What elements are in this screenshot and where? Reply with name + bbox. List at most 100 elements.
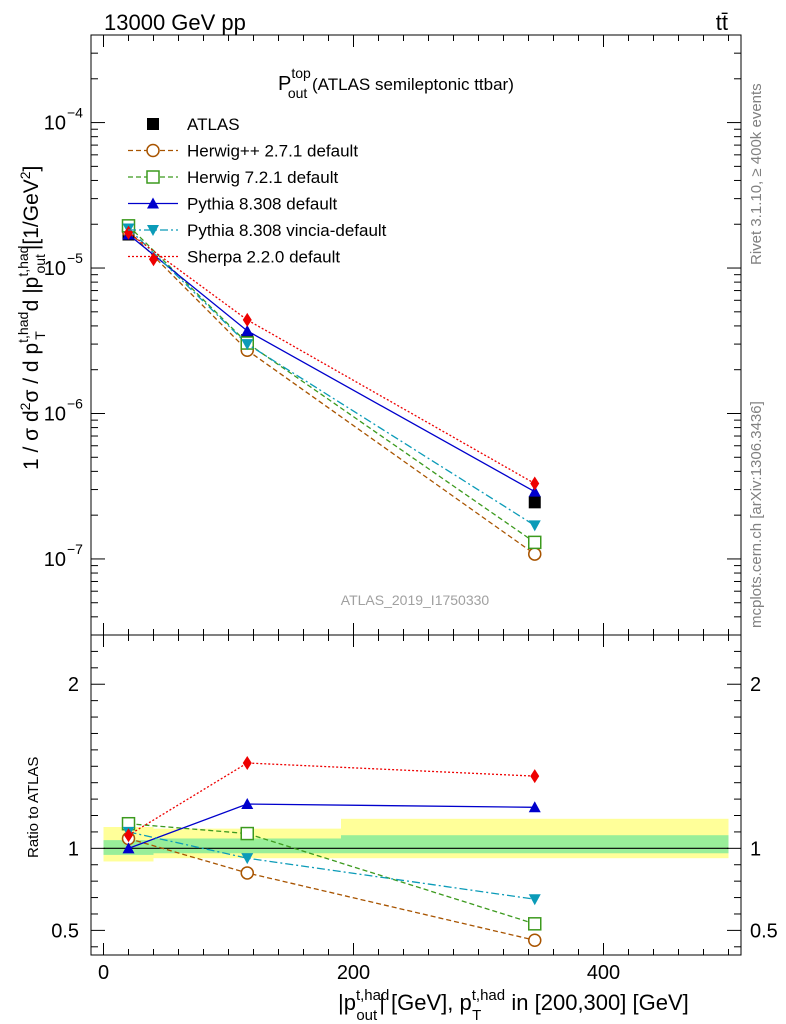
uncertainty-band-inner bbox=[341, 835, 729, 854]
x-tick-label: 200 bbox=[337, 962, 370, 984]
data-point bbox=[528, 520, 541, 532]
y-tick-base: 10 bbox=[44, 113, 66, 135]
y-tick-base: 10 bbox=[44, 403, 66, 425]
legend-marker bbox=[147, 118, 159, 130]
plot-title-main: P bbox=[278, 73, 291, 95]
ratio-point bbox=[528, 917, 542, 931]
series-1 bbox=[121, 224, 542, 561]
ratio-frame bbox=[90, 634, 742, 956]
y-tick-exponent: −4 bbox=[67, 105, 83, 121]
y-axis-label-part: 2 bbox=[17, 402, 33, 410]
plot-title-sup: top bbox=[291, 65, 311, 81]
x-axis-label-part: in [200,300] [GeV] bbox=[505, 990, 688, 1015]
process-label: tt̄ bbox=[716, 10, 728, 35]
legend-marker bbox=[146, 143, 160, 158]
data-point bbox=[242, 312, 252, 327]
legend-label: Sherpa 2.2.0 default bbox=[187, 248, 340, 267]
legend-label: Herwig++ 2.7.1 default bbox=[187, 142, 358, 161]
series-line bbox=[128, 228, 536, 526]
ratio-point bbox=[528, 801, 541, 813]
legend: ATLAS Herwig++ 2.7.1 default Herwig 7.2.1 … bbox=[128, 115, 387, 267]
x-axis-label-part: |p bbox=[338, 990, 356, 1015]
ratio-line bbox=[128, 823, 535, 925]
main-panel: 10−410 −510 −610 −71 / σ d2σ / d pt,hadT d … bbox=[15, 34, 742, 636]
series-line bbox=[128, 232, 536, 485]
ratio-point bbox=[124, 828, 133, 843]
series-3 bbox=[122, 228, 541, 497]
ratio-point bbox=[528, 933, 542, 947]
ratio-point bbox=[528, 894, 541, 906]
data-point bbox=[149, 252, 158, 267]
y-tick-exponent: −5 bbox=[67, 250, 83, 266]
y-tick-label-right: 2 bbox=[750, 674, 761, 696]
y-axis-label-part: t,had bbox=[15, 312, 31, 343]
ratio-point bbox=[122, 842, 135, 854]
series-line bbox=[128, 234, 536, 493]
rivet-label: Rivet 3.1.10, ≥ 400k events bbox=[748, 83, 765, 265]
x-axis-label-part: | [GeV], p bbox=[379, 990, 472, 1015]
y-axis-label-part: σ / d p bbox=[20, 343, 43, 403]
legend-marker bbox=[147, 225, 159, 236]
data-point bbox=[528, 535, 542, 550]
y-tick-label: 10 bbox=[44, 113, 66, 135]
x-tick-label: 0 bbox=[98, 962, 109, 984]
y-axis-label-part: ] bbox=[20, 166, 43, 172]
x-axis-label-part: t,had bbox=[472, 987, 505, 1004]
y-tick-exponent: −6 bbox=[67, 395, 83, 411]
data-point bbox=[530, 476, 540, 491]
ratio-point bbox=[240, 826, 254, 841]
x-axis-label-part: out bbox=[356, 1007, 378, 1024]
plot-title: Ptop out (ATLAS semileptonic ttbar) bbox=[278, 65, 514, 101]
uncertainty-band-inner bbox=[153, 838, 341, 854]
data-point bbox=[124, 225, 133, 240]
y-axis-label-part: 1 / σ d bbox=[20, 410, 43, 470]
x-axis-label-part: T bbox=[472, 1007, 481, 1024]
y-tick-base: 10 bbox=[44, 549, 66, 571]
ratio-point bbox=[242, 756, 252, 770]
series-line bbox=[128, 225, 536, 543]
y-tick-label: 0.5 bbox=[51, 920, 79, 942]
y-axis-label-part: |[1/GeV bbox=[20, 179, 43, 250]
ratio-point bbox=[241, 853, 254, 865]
x-tick-label: 400 bbox=[587, 962, 620, 984]
series-5 bbox=[124, 225, 540, 491]
y-tick-label: 1 bbox=[68, 838, 79, 860]
legend-marker bbox=[147, 197, 159, 209]
y-tick-base: 10 bbox=[44, 258, 66, 280]
data-point bbox=[241, 339, 254, 351]
plot-title-sub: out bbox=[288, 85, 308, 101]
data-point bbox=[528, 485, 541, 497]
side-labels: Rivet 3.1.10, ≥ 400k events mcplots.cern… bbox=[748, 83, 765, 628]
ratio-point bbox=[530, 769, 540, 784]
energy-label: 13000 GeV pp bbox=[104, 10, 246, 35]
legend-label: Pythia 8.308 default bbox=[187, 195, 338, 214]
ratio-series-2 bbox=[122, 798, 541, 854]
series-2 bbox=[121, 219, 542, 550]
y-tick-label: 10 bbox=[44, 549, 66, 571]
ratio-line bbox=[128, 831, 535, 900]
x-axis-label-part: t,had bbox=[356, 987, 389, 1004]
y-tick-label: 10 bbox=[44, 403, 66, 425]
x-axis-label: |pt,had out| [GeV], pt,had T in [200,300] … bbox=[338, 987, 689, 1024]
ratio-axis-label: Ratio to ATLAS bbox=[25, 757, 42, 858]
y-axis-label-part: 2 bbox=[17, 171, 33, 179]
series-line bbox=[128, 230, 536, 555]
ratio-series-1 bbox=[121, 816, 542, 931]
legend-label: Herwig 7.2.1 default bbox=[187, 168, 338, 187]
ratio-series-4 bbox=[124, 756, 540, 843]
data-point bbox=[528, 496, 541, 509]
y-axis-label-part: T bbox=[32, 331, 48, 340]
y-axis-label: 1 / σ d2σ / d pt,hadT d |pt,hadout|[1/Ge… bbox=[15, 166, 48, 470]
watermark: ATLAS_2019_I1750330 bbox=[341, 592, 490, 608]
legend-label: Pythia 8.308 vincia-default bbox=[187, 221, 387, 240]
y-axis-label-part: out bbox=[32, 254, 48, 274]
legend-marker bbox=[146, 170, 160, 184]
plot-title-rest: (ATLAS semileptonic ttbar) bbox=[307, 75, 514, 94]
y-tick-label-right: 0.5 bbox=[750, 920, 778, 942]
header: 13000 GeV pp tt̄ bbox=[104, 10, 728, 35]
ratio-point bbox=[240, 866, 254, 880]
data-point bbox=[528, 547, 542, 561]
y-tick-label-right: 1 bbox=[750, 838, 761, 860]
